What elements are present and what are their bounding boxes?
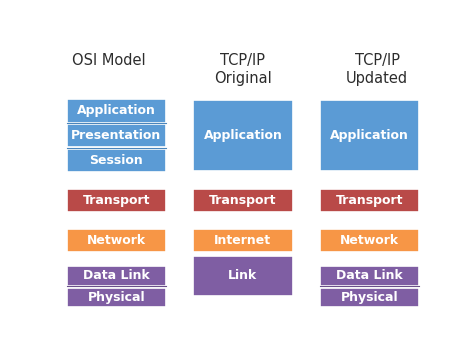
FancyBboxPatch shape [320,189,419,212]
Text: Transport: Transport [82,194,150,207]
Text: Application: Application [77,104,155,118]
FancyBboxPatch shape [66,229,166,252]
FancyBboxPatch shape [66,266,166,286]
FancyBboxPatch shape [193,189,292,212]
FancyBboxPatch shape [66,124,166,147]
Text: Physical: Physical [87,291,145,304]
Text: Data Link: Data Link [336,269,403,283]
FancyBboxPatch shape [66,288,166,307]
FancyBboxPatch shape [193,100,292,171]
FancyBboxPatch shape [66,148,166,172]
Text: TCP/IP
Original: TCP/IP Original [214,53,272,87]
Text: Physical: Physical [341,291,399,304]
FancyBboxPatch shape [66,189,166,212]
FancyBboxPatch shape [193,229,292,252]
Text: Network: Network [87,234,146,247]
FancyBboxPatch shape [66,99,166,122]
FancyBboxPatch shape [320,288,419,307]
Text: TCP/IP
Updated: TCP/IP Updated [346,53,408,87]
Text: Transport: Transport [336,194,403,207]
Text: Transport: Transport [209,194,277,207]
FancyBboxPatch shape [193,256,292,296]
Text: Presentation: Presentation [71,129,161,142]
FancyBboxPatch shape [320,229,419,252]
FancyBboxPatch shape [320,266,419,286]
Text: OSI Model: OSI Model [72,53,146,68]
Text: Application: Application [203,129,283,142]
Text: Data Link: Data Link [83,269,150,283]
Text: Network: Network [340,234,399,247]
FancyBboxPatch shape [320,100,419,171]
Text: Session: Session [89,154,143,166]
Text: Link: Link [228,269,257,283]
Text: Internet: Internet [214,234,272,247]
Text: Application: Application [330,129,409,142]
